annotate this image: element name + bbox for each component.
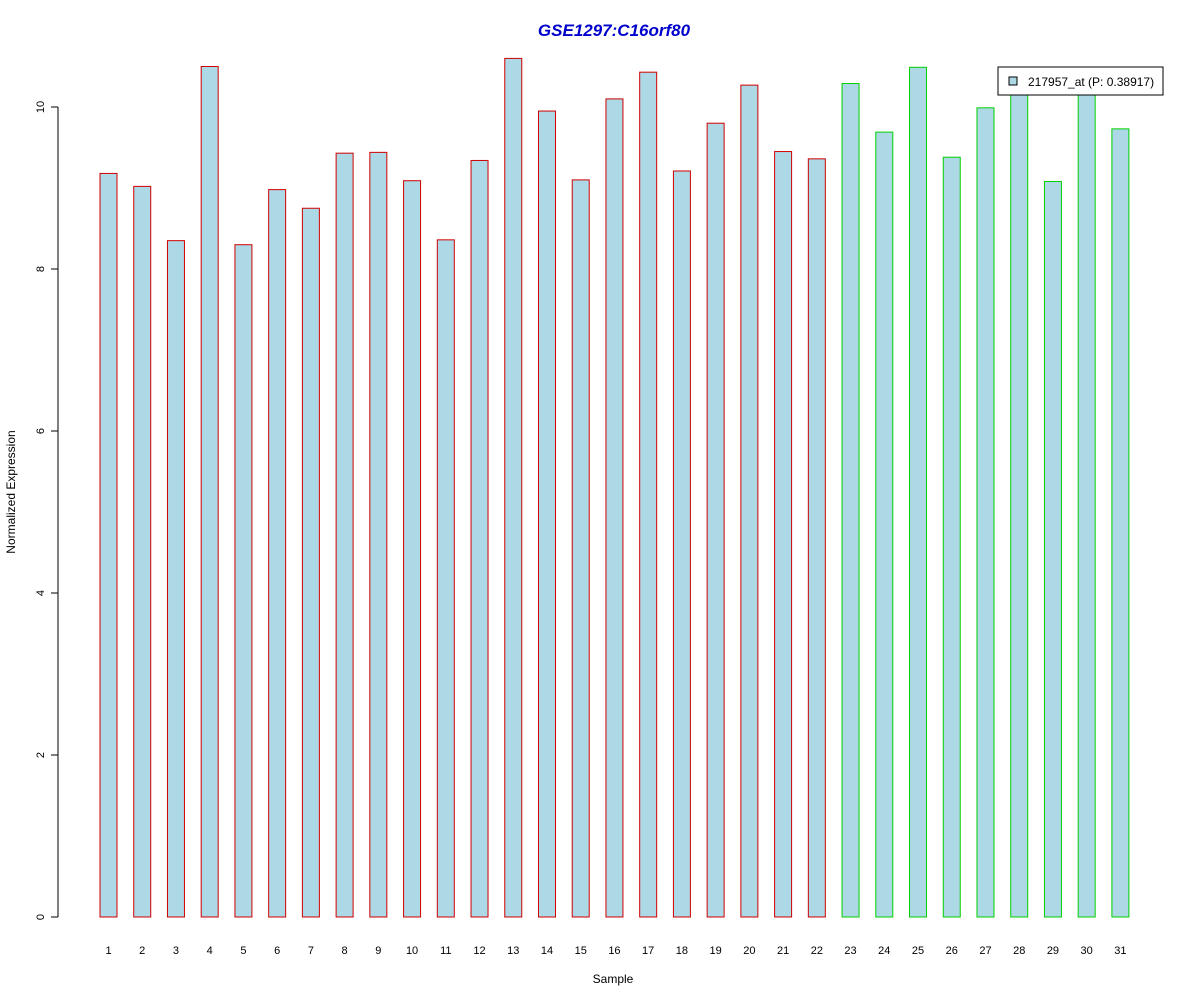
- x-tick-label: 18: [676, 945, 688, 957]
- bar-sample-23: [841, 83, 860, 918]
- y-tick-label: 4: [35, 590, 47, 596]
- legend-swatch: [1008, 76, 1018, 86]
- bar-sample-22: [807, 158, 826, 918]
- x-tick-label: 10: [406, 945, 418, 957]
- x-tick-label: 13: [507, 945, 519, 957]
- bar-sample-2: [133, 185, 152, 918]
- x-tick-label: 27: [979, 945, 991, 957]
- bar-sample-24: [875, 131, 894, 918]
- bar-sample-15: [571, 179, 590, 918]
- bars-group: [99, 57, 1130, 918]
- bar-sample-3: [166, 240, 185, 918]
- x-tick-label: 17: [642, 945, 654, 957]
- chart-title: GSE1297:C16orf80: [538, 21, 691, 40]
- bar-sample-1: [99, 172, 118, 918]
- bar-sample-12: [470, 159, 489, 918]
- x-tick-label: 22: [811, 945, 823, 957]
- x-tick-label: 3: [173, 945, 179, 957]
- legend-box: [997, 66, 1164, 96]
- y-tick-label: 8: [35, 266, 47, 272]
- bar-sample-10: [403, 180, 422, 918]
- x-tick-label: 9: [375, 945, 381, 957]
- bar-sample-25: [909, 66, 928, 918]
- bar-sample-27: [976, 107, 995, 918]
- y-axis-label: Normalized Expression: [4, 430, 18, 553]
- x-tick-label: 2: [139, 945, 145, 957]
- x-tick-label: 25: [912, 945, 924, 957]
- y-tick-label: 6: [35, 428, 47, 434]
- bar-sample-4: [200, 66, 219, 918]
- bar-sample-28: [1010, 89, 1029, 918]
- bar-sample-9: [369, 151, 388, 918]
- bar-sample-31: [1111, 128, 1130, 918]
- x-tick-label: 26: [946, 945, 958, 957]
- legend: 217957_at (P: 0.38917): [997, 66, 1164, 96]
- x-tick-label: 16: [608, 945, 620, 957]
- x-tick-label: 28: [1013, 945, 1025, 957]
- x-tick-label: 15: [575, 945, 587, 957]
- x-axis-label: Sample: [593, 972, 634, 986]
- bar-sample-6: [268, 189, 287, 918]
- bar-sample-26: [942, 156, 961, 918]
- x-tick-label: 31: [1114, 945, 1126, 957]
- x-tick-labels: 1 2 3 4 5 6 7 8 9 10 11 12 13 14 15 16 17 18 19 20 21 22 23 24 2…: [105, 945, 1126, 957]
- x-tick-label: 11: [440, 945, 451, 957]
- bar-sample-13: [504, 57, 523, 918]
- bar-sample-16: [605, 98, 624, 918]
- bar-sample-17: [639, 71, 658, 918]
- bar-sample-30: [1077, 91, 1096, 918]
- bar-sample-29: [1043, 181, 1062, 918]
- x-tick-label: 30: [1081, 945, 1093, 957]
- x-tick-label: 12: [473, 945, 485, 957]
- bar-sample-14: [537, 110, 556, 918]
- x-tick-label: 4: [207, 945, 213, 957]
- bar-sample-5: [234, 244, 253, 918]
- y-tick-label: 10: [35, 101, 47, 113]
- x-tick-label: 24: [878, 945, 890, 957]
- legend-label: 217957_at (P: 0.38917): [1028, 75, 1154, 89]
- bar-sample-21: [774, 151, 793, 918]
- y-tick-label: 0: [35, 914, 47, 920]
- bar-sample-19: [706, 122, 725, 918]
- bar-sample-7: [301, 207, 320, 918]
- x-tick-label: 14: [541, 945, 553, 957]
- bar-sample-11: [436, 239, 455, 918]
- x-tick-label: 19: [710, 945, 722, 957]
- bar-sample-8: [335, 152, 354, 918]
- bar-sample-20: [740, 84, 759, 918]
- y-tick-label: 2: [35, 752, 47, 758]
- x-tick-label: 8: [342, 945, 348, 957]
- x-tick-label: 7: [308, 945, 314, 957]
- x-tick-label: 21: [777, 945, 789, 957]
- x-tick-label: 5: [240, 945, 246, 957]
- x-tick-label: 23: [844, 945, 856, 957]
- x-tick-label: 1: [105, 945, 111, 957]
- x-tick-label: 20: [743, 945, 755, 957]
- x-tick-label: 29: [1047, 945, 1059, 957]
- bar-sample-18: [672, 170, 691, 918]
- x-tick-label: 6: [274, 945, 280, 957]
- y-axis: 0 2 4 6 8 10: [35, 101, 59, 920]
